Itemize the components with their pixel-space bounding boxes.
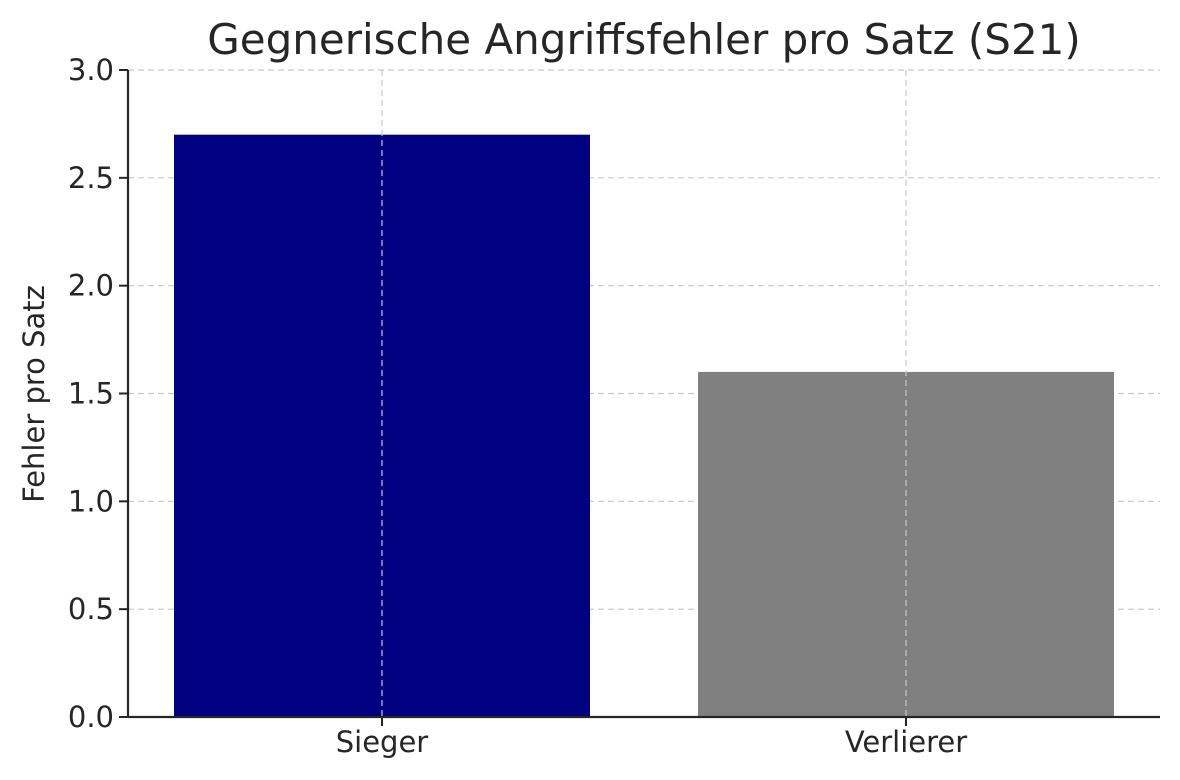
y-tick-label: 1.5 xyxy=(68,377,114,411)
y-axis-label: Fehler pro Satz xyxy=(17,285,51,503)
y-tick-label: 2.5 xyxy=(68,161,114,195)
x-grid-lines xyxy=(381,70,907,717)
y-tick-label: 3.0 xyxy=(68,53,114,87)
x-axis-ticks: Sieger Verlierer xyxy=(336,717,967,759)
y-tick-label: 0.0 xyxy=(68,700,114,734)
y-tick-label: 0.5 xyxy=(68,592,114,626)
chart-title: Gegnerische Angriffsfehler pro Satz (S21… xyxy=(207,15,1081,64)
x-tick-label: Sieger xyxy=(336,725,429,759)
y-axis-ticks: 0.0 0.5 1.0 1.5 2.0 2.5 3.0 xyxy=(68,53,128,734)
x-tick-label: Verlierer xyxy=(845,725,967,759)
y-tick-label: 2.0 xyxy=(68,269,114,303)
bars xyxy=(174,134,1114,717)
y-tick-label: 1.0 xyxy=(68,484,114,518)
